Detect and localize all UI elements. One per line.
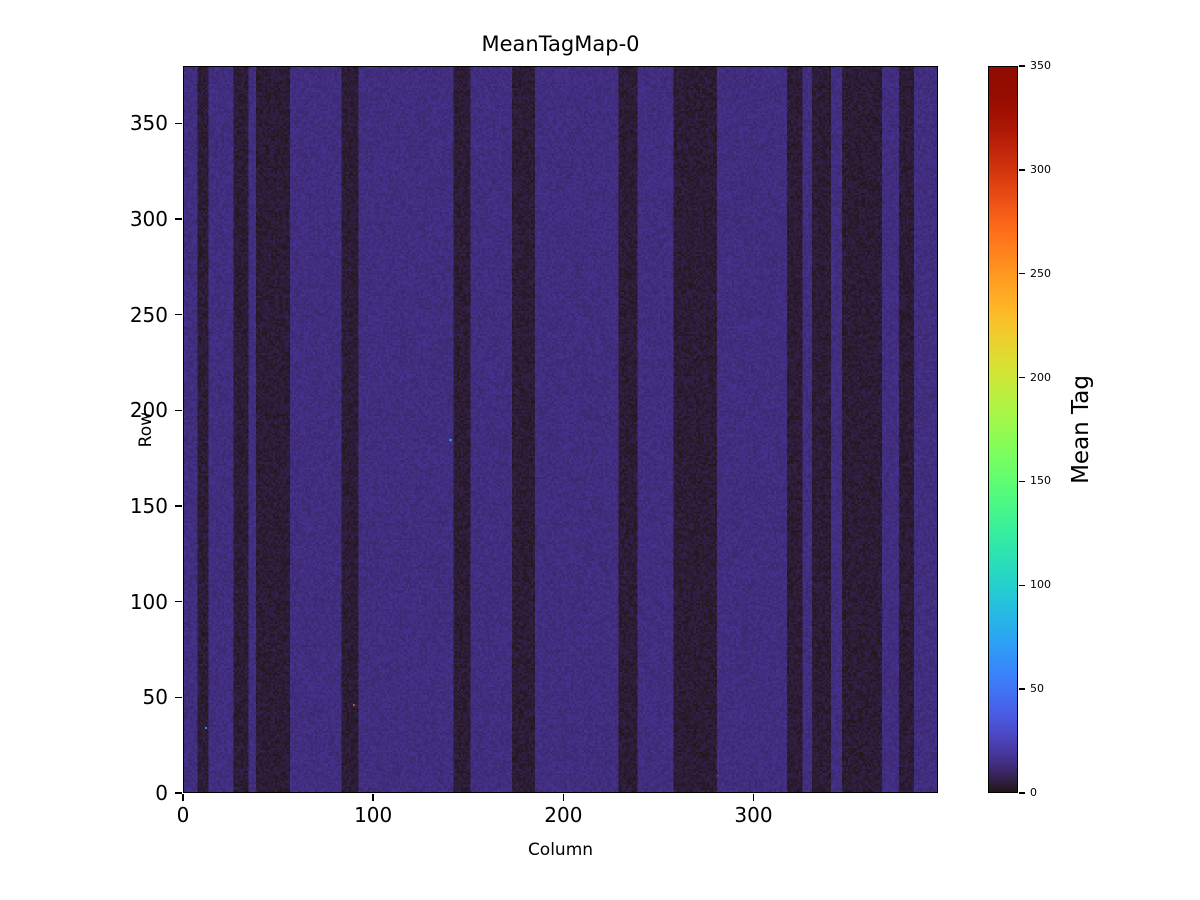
y-tick-mark [175,601,182,603]
x-tick-label: 200 [523,803,603,827]
colorbar-tick-label: 150 [1030,474,1051,488]
colorbar-tick-mark [1019,481,1025,483]
colorbar-tick-label: 200 [1030,371,1051,385]
colorbar-canvas [989,67,1017,792]
colorbar [988,66,1018,793]
colorbar-tick-mark [1019,273,1025,275]
x-tick-mark [372,794,374,801]
heatmap-plot [183,66,938,793]
y-tick-mark [175,218,182,220]
chart-title: MeanTagMap-0 [183,32,938,56]
y-tick-mark [175,410,182,412]
x-tick-mark [563,794,565,801]
y-tick-mark [175,505,182,507]
y-tick-mark [175,697,182,699]
x-tick-mark [753,794,755,801]
colorbar-tick-label: 100 [1030,578,1051,592]
heatmap-canvas [184,67,937,792]
colorbar-tick-mark [1019,169,1025,171]
y-tick-mark [175,792,182,794]
colorbar-tick-mark [1019,688,1025,690]
y-axis-label: Row [136,412,156,447]
colorbar-tick-mark [1019,585,1025,587]
x-tick-label: 100 [333,803,413,827]
colorbar-tick-label: 350 [1030,59,1051,73]
colorbar-tick-label: 250 [1030,267,1051,281]
x-tick-mark [182,794,184,801]
x-axis-label: Column [183,840,938,860]
colorbar-tick-mark [1019,65,1025,67]
colorbar-tick-mark [1019,792,1025,794]
colorbar-label: Mean Tag [1068,375,1094,484]
colorbar-tick-label: 300 [1030,163,1051,177]
y-axis-label-container: Row [136,66,156,793]
colorbar-tick-label: 50 [1030,682,1044,696]
y-tick-mark [175,123,182,125]
y-tick-mark [175,314,182,316]
colorbar-label-container: Mean Tag [1068,66,1094,793]
colorbar-tick-label: 0 [1030,786,1037,800]
x-tick-label: 300 [714,803,794,827]
colorbar-tick-mark [1019,377,1025,379]
